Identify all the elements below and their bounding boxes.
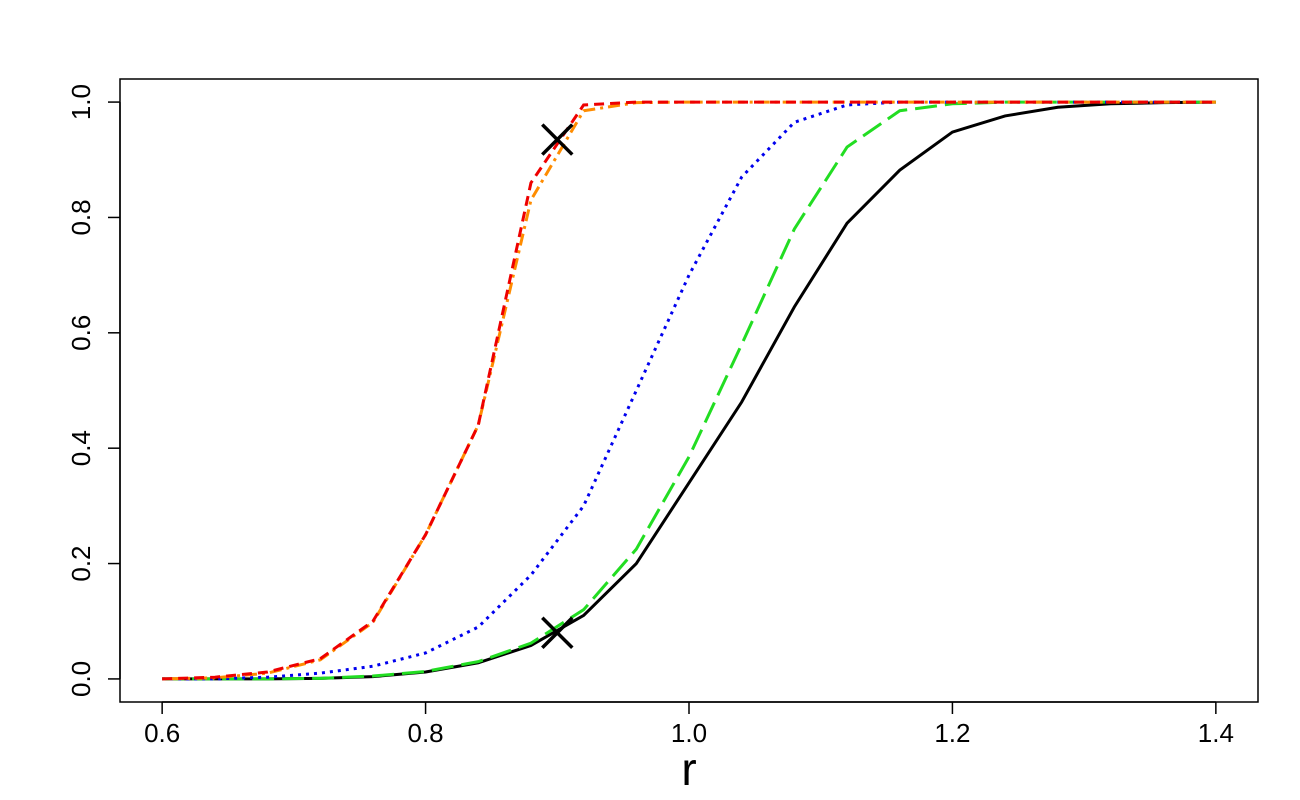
y-tick-label: 1.0 — [66, 84, 96, 120]
x-marker — [541, 123, 574, 156]
x-tick-label: 1.4 — [1198, 718, 1234, 748]
x-tick-label: 1.0 — [671, 718, 707, 748]
y-tick-label: 0.8 — [66, 199, 96, 235]
x-marker — [541, 616, 574, 650]
x-tick-label: 0.6 — [144, 718, 180, 748]
plot-frame — [119, 78, 1259, 703]
y-tick-label: 0.0 — [66, 661, 96, 697]
series-line — [162, 100, 1216, 681]
y-tick-label: 0.2 — [66, 545, 96, 581]
y-tick-label: 0.4 — [66, 430, 96, 466]
x-tick-label: 0.8 — [407, 718, 443, 748]
y-tick-label: 0.6 — [66, 315, 96, 351]
series-line — [162, 100, 1216, 681]
x-axis-label: r — [681, 743, 696, 795]
series-line — [162, 100, 1216, 681]
x-tick-label: 1.2 — [934, 718, 970, 748]
series-line — [162, 100, 1216, 681]
series-line — [162, 100, 1216, 681]
